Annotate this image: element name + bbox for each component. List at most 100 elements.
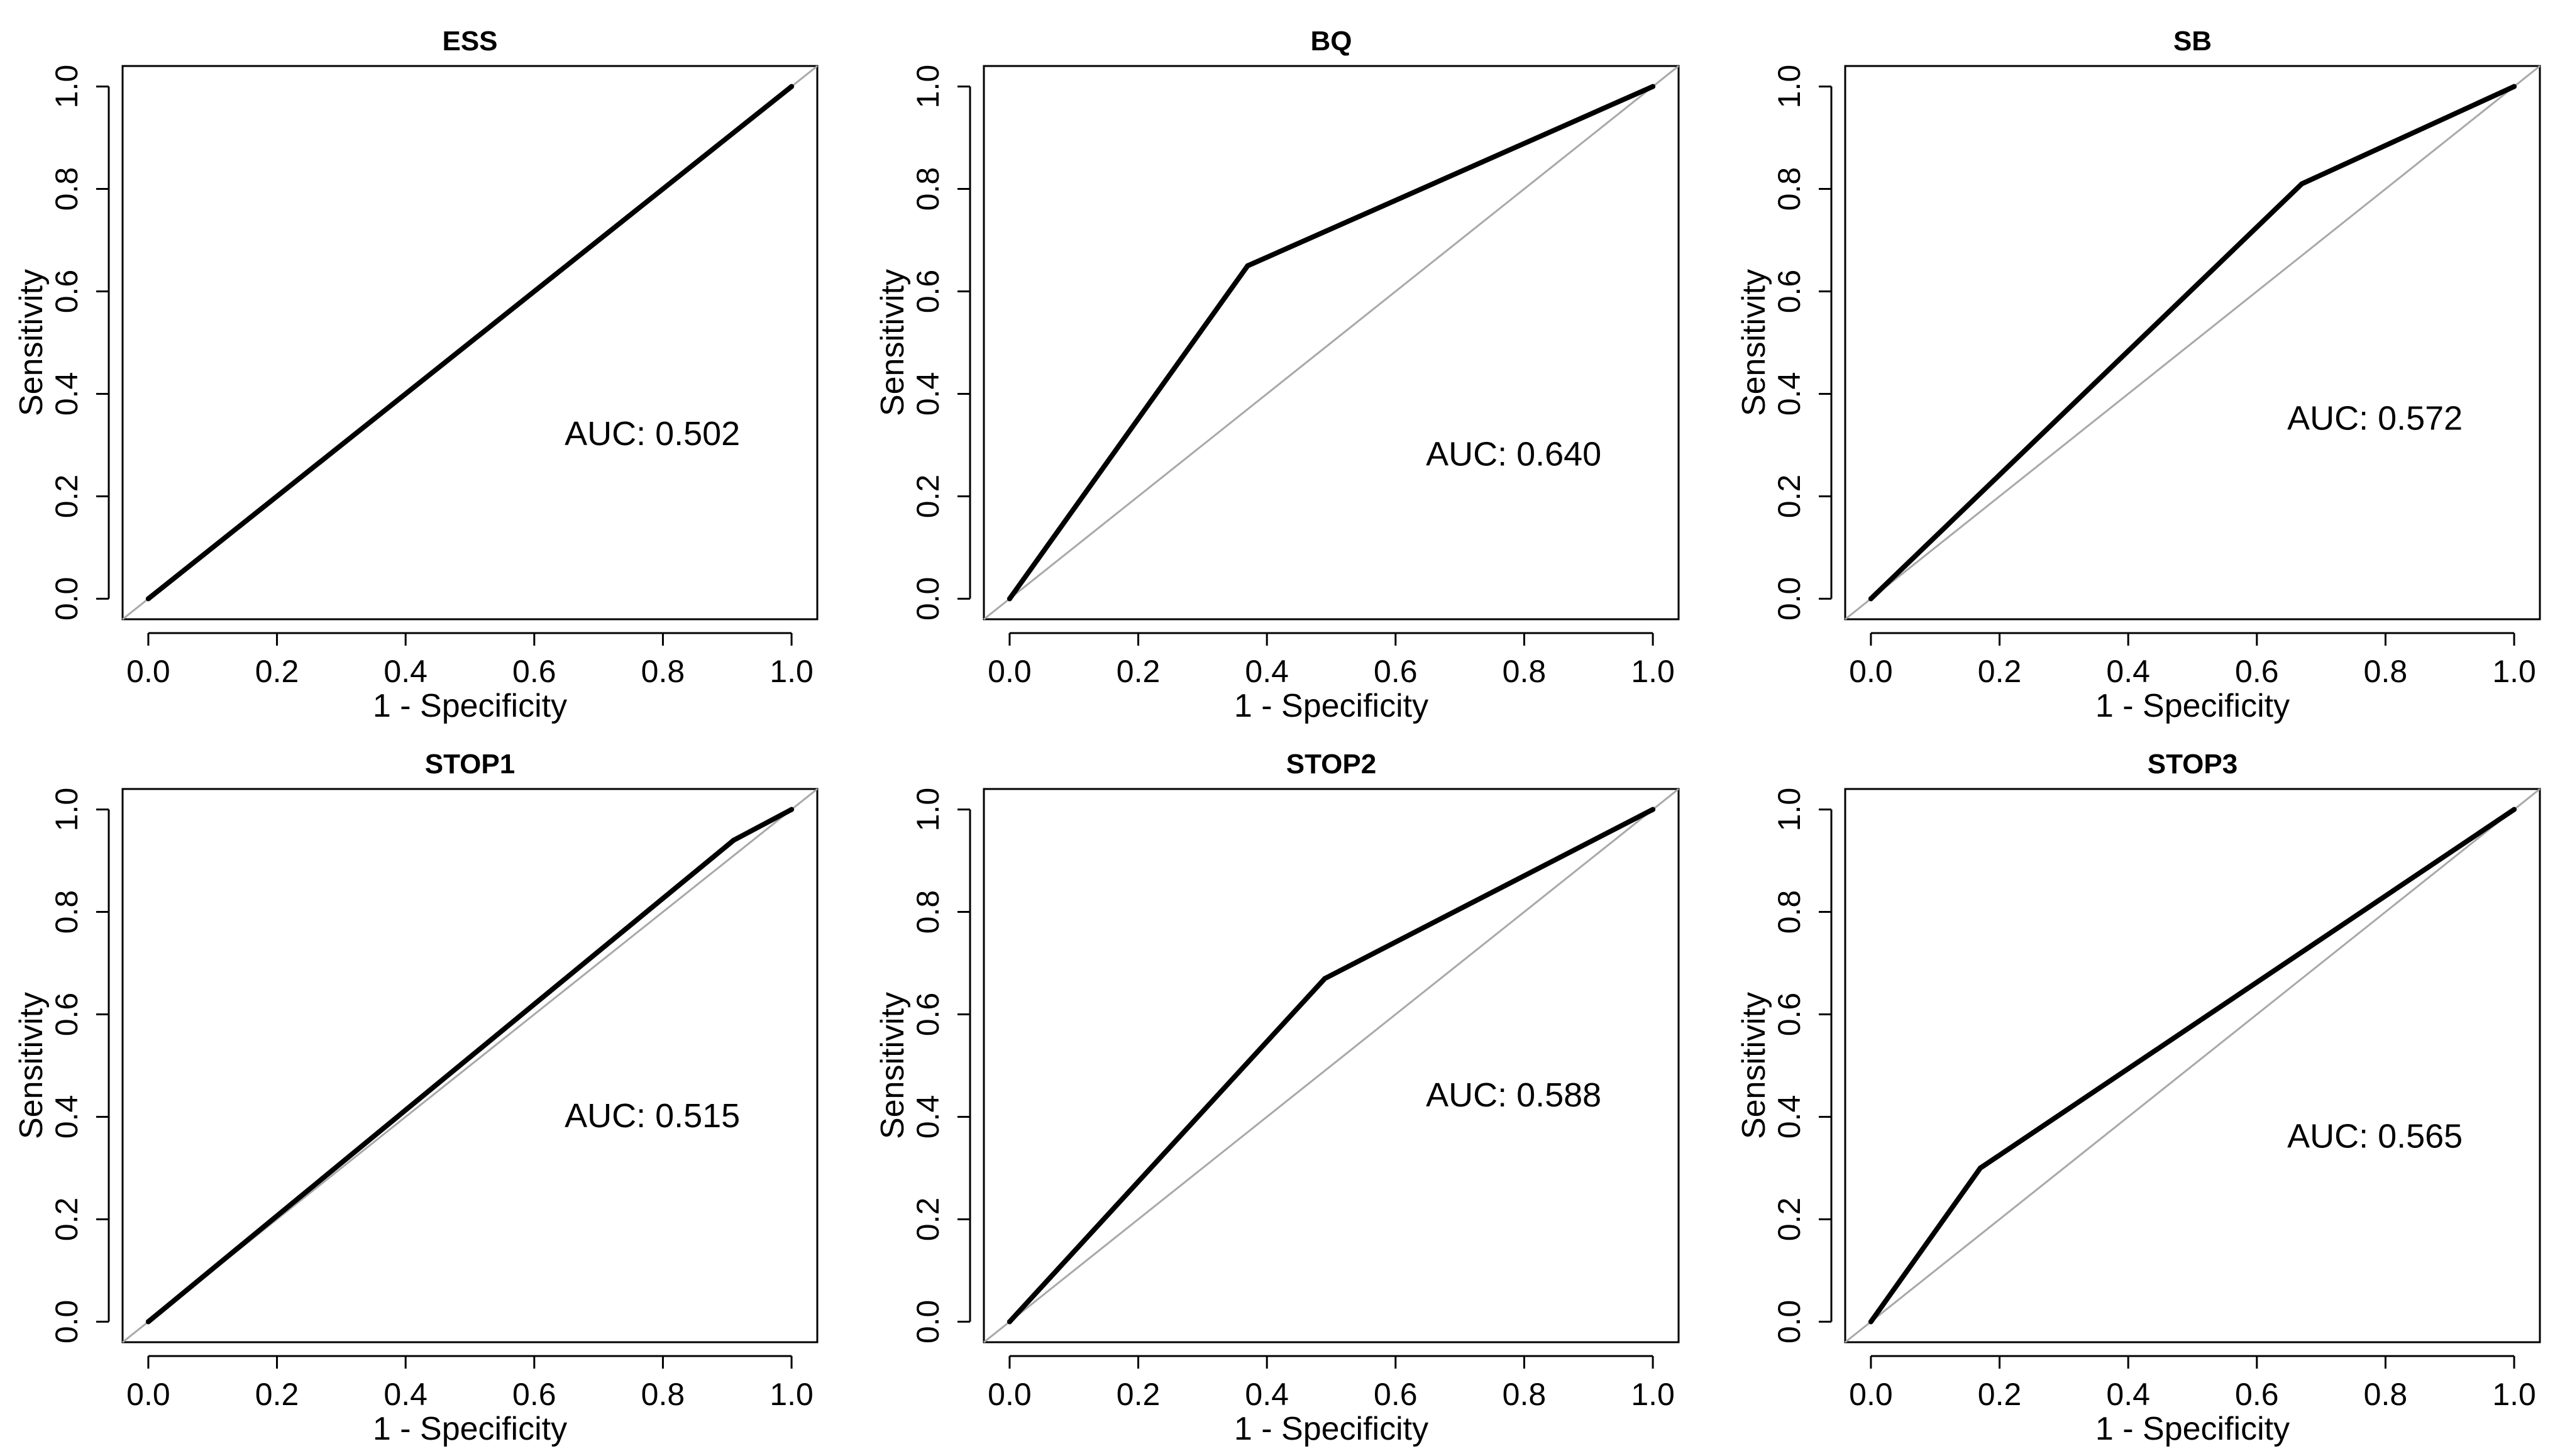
x-tick-label: 0.6	[512, 654, 556, 689]
x-axis-label: 1 - Specificity	[1234, 1411, 1428, 1447]
roc-point	[1322, 976, 1328, 981]
x-tick-label: 0.6	[1374, 1377, 1418, 1412]
x-tick-label: 0.8	[2364, 654, 2408, 689]
plot-frame	[121, 788, 819, 1343]
y-tick-label: 0.8	[910, 167, 946, 211]
y-tick-label: 0.6	[49, 993, 84, 1037]
auc-annotation-stop3: AUC: 0.565	[2287, 1117, 2463, 1155]
x-tick-label: 0.8	[641, 1377, 685, 1412]
x-tick-label: 0.2	[1117, 1377, 1161, 1412]
x-tick-label: 1.0	[770, 1377, 814, 1412]
roc-point	[1007, 1319, 1012, 1325]
x-tick-label: 0.4	[1245, 654, 1289, 689]
y-tick-label: 0.6	[1772, 993, 1807, 1037]
reference-line	[1845, 788, 2541, 1343]
roc-curve-ess	[145, 84, 795, 602]
y-tick-label: 0.0	[1772, 577, 1807, 621]
y-tick-label: 0.4	[1772, 372, 1807, 416]
roc-point	[789, 807, 795, 812]
x-tick-label: 0.4	[383, 1377, 428, 1412]
x-tick-label: 0.8	[641, 654, 685, 689]
y-tick-label: 0.2	[1772, 1198, 1807, 1242]
x-tick-label: 0.8	[1503, 1377, 1547, 1412]
y-tick-label: 0.0	[1772, 1300, 1807, 1344]
reference-line	[1845, 65, 2541, 620]
panel-title-stop3: STOP3	[2148, 749, 2237, 780]
roc-point	[789, 84, 795, 89]
x-tick-label: 0.0	[126, 1377, 170, 1412]
roc-point	[1868, 596, 1873, 602]
y-tick-label: 0.8	[1772, 890, 1807, 934]
x-tick-label: 0.6	[512, 1377, 556, 1412]
y-axis-label: Sensitivity	[13, 269, 50, 416]
x-tick-label: 1.0	[2492, 1377, 2536, 1412]
x-tick-label: 1.0	[1631, 654, 1675, 689]
x-axis-label: 1 - Specificity	[1234, 688, 1428, 724]
x-tick-label: 0.4	[2106, 654, 2150, 689]
y-tick-label: 0.8	[910, 890, 946, 934]
panel-title-bq: BQ	[1311, 26, 1352, 57]
x-tick-label: 0.0	[1849, 1377, 1893, 1412]
x-tick-label: 0.2	[255, 1377, 299, 1412]
y-axis-label: Sensitivity	[874, 992, 911, 1139]
x-tick-label: 0.2	[1117, 654, 1161, 689]
roc-point	[1868, 1319, 1873, 1325]
reference-line	[983, 65, 1679, 620]
panel-sb: SB 0.0 0.2 0.4 0.6 0.8 1.0 1 - Specificity 0.0 0.…	[1736, 26, 2541, 724]
y-tick-label: 1.0	[1772, 788, 1807, 832]
plot-frame	[983, 788, 1680, 1343]
y-tick-label: 0.6	[910, 993, 946, 1037]
x-tick-label: 0.2	[1978, 1377, 2022, 1412]
y-tick-label: 0.0	[49, 1300, 84, 1344]
x-axis-label: 1 - Specificity	[2095, 688, 2290, 724]
x-tick-label: 0.6	[2235, 1377, 2279, 1412]
panel-bq: BQ 0.0 0.2 0.4 0.6 0.8 1.0 1 - Specificity 0.0 0.…	[874, 26, 1680, 724]
y-tick-label: 1.0	[910, 788, 946, 832]
x-tick-label: 1.0	[770, 654, 814, 689]
x-tick-label: 1.0	[1631, 1377, 1675, 1412]
x-tick-label: 0.8	[1503, 654, 1547, 689]
x-tick-label: 0.2	[255, 654, 299, 689]
y-tick-label: 0.2	[1772, 475, 1807, 519]
roc-point	[145, 1319, 151, 1325]
panel-ess: ESS 0.0 0.2 0.4 0.6 0.8 1.0 1 - Specificity 0.0 0…	[13, 26, 819, 724]
roc-point	[1977, 1165, 1983, 1171]
x-axis-label: 1 - Specificity	[2095, 1411, 2290, 1447]
y-tick-label: 1.0	[910, 65, 946, 109]
y-tick-label: 1.0	[1772, 65, 1807, 109]
y-tick-label: 0.6	[49, 270, 84, 314]
plot-frame	[1844, 65, 2541, 620]
y-tick-label: 0.8	[49, 167, 84, 211]
y-tick-label: 0.8	[49, 890, 84, 934]
y-tick-label: 0.2	[910, 475, 946, 519]
y-tick-label: 0.0	[910, 1300, 946, 1344]
panel-title-stop2: STOP2	[1286, 749, 1376, 780]
auc-annotation-bq: AUC: 0.640	[1426, 436, 1601, 473]
x-axis-label: 1 - Specificity	[373, 1411, 567, 1447]
plot-frame	[121, 65, 819, 620]
y-tick-label: 0.2	[910, 1198, 946, 1242]
x-tick-label: 0.4	[2106, 1377, 2150, 1412]
roc-point	[1007, 596, 1012, 602]
y-tick-label: 0.4	[1772, 1095, 1807, 1139]
roc-point	[2512, 807, 2517, 812]
y-tick-label: 0.8	[1772, 167, 1807, 211]
x-tick-label: 0.4	[383, 654, 428, 689]
y-tick-label: 0.0	[49, 577, 84, 621]
y-axis-label: Sensitivity	[13, 992, 50, 1139]
auc-annotation-stop1: AUC: 0.515	[565, 1097, 740, 1135]
y-tick-label: 0.0	[910, 577, 946, 621]
y-axis-label: Sensitivity	[874, 269, 911, 416]
y-tick-label: 1.0	[49, 788, 84, 832]
x-tick-label: 0.6	[1374, 654, 1418, 689]
x-tick-label: 0.4	[1245, 1377, 1289, 1412]
x-tick-label: 0.0	[988, 1377, 1032, 1412]
y-tick-label: 1.0	[49, 65, 84, 109]
auc-annotation-sb: AUC: 0.572	[2287, 400, 2463, 438]
y-axis-label: Sensitivity	[1736, 269, 1772, 416]
y-tick-label: 0.4	[910, 372, 946, 416]
x-tick-label: 0.6	[2235, 654, 2279, 689]
